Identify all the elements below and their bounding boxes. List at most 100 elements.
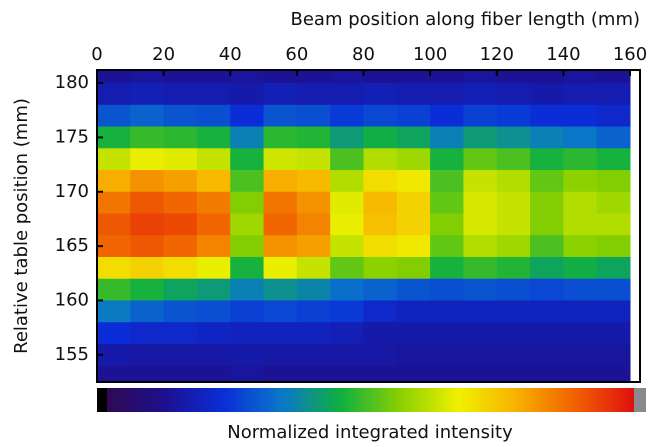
heatmap-cell	[196, 126, 231, 149]
x-tick-label: 100	[413, 44, 447, 65]
heatmap-cell	[196, 278, 231, 301]
heatmap-cell	[163, 365, 198, 382]
heatmap-cell	[163, 322, 198, 345]
heatmap-cell	[496, 235, 531, 258]
x-tick-label: 60	[285, 44, 308, 65]
heatmap-cell	[530, 278, 564, 301]
heatmap-cell	[363, 235, 398, 258]
heatmap-cell	[496, 70, 531, 84]
heatmap-cell	[530, 104, 564, 128]
heatmap-cell	[563, 213, 598, 236]
heatmap-cell	[530, 83, 564, 106]
x-tick-label: 0	[91, 44, 102, 65]
heatmap-cell	[263, 148, 298, 171]
heatmap-cell	[563, 126, 598, 149]
heatmap-cell	[330, 170, 365, 193]
heatmap-cell	[563, 191, 598, 214]
heatmap-cell	[263, 235, 298, 258]
heatmap-cell	[196, 213, 231, 236]
colorbar-low-cap	[97, 388, 107, 412]
heatmap-cell	[430, 104, 464, 128]
heatmap-cell	[596, 83, 631, 106]
colorbar	[107, 388, 634, 412]
heatmap-cell	[596, 300, 631, 323]
heatmap-cell	[230, 148, 265, 171]
heatmap-cell	[563, 300, 598, 323]
heatmap-cell	[296, 278, 331, 301]
heatmap-cell	[330, 104, 365, 128]
heatmap-cell	[396, 170, 431, 193]
x-tick-label: 80	[352, 44, 375, 65]
heatmap-cell	[530, 343, 564, 367]
heatmap-cell	[97, 322, 131, 345]
heatmap-cell	[296, 83, 331, 106]
heatmap-cell	[97, 191, 131, 214]
heatmap-cell	[330, 148, 365, 171]
heatmap-cell	[97, 235, 131, 258]
x-tick-label: 40	[219, 44, 242, 65]
colorbar-high-cap	[634, 388, 646, 412]
y-tick-label: 170	[55, 181, 89, 202]
heatmap-cell	[230, 300, 265, 323]
heatmap-cell	[496, 256, 531, 280]
heatmap-cell	[196, 365, 231, 382]
heatmap-cell	[263, 83, 298, 106]
heatmap-cell	[363, 170, 398, 193]
heatmap-cell	[396, 235, 431, 258]
heatmap-cell	[196, 104, 231, 128]
heatmap-cell	[230, 235, 265, 258]
heatmap-cell	[263, 191, 298, 214]
heatmap-cell	[530, 300, 564, 323]
heatmap-cell	[130, 365, 165, 382]
heatmap-cell	[230, 213, 265, 236]
heatmap-cell	[496, 213, 531, 236]
heatmap-cell	[430, 191, 464, 214]
heatmap-cell	[130, 213, 165, 236]
heatmap-cell	[396, 278, 431, 301]
heatmap-cell	[396, 126, 431, 149]
heatmap-cell	[196, 322, 231, 345]
heatmap-cell	[363, 365, 398, 382]
heatmap-cell	[130, 83, 165, 106]
heatmap-cell	[530, 191, 564, 214]
heatmap-cell	[363, 213, 398, 236]
heatmap-cell	[263, 343, 298, 367]
heatmap-cell	[97, 148, 131, 171]
heatmap-cell	[596, 278, 631, 301]
heatmap-cell	[130, 256, 165, 280]
heatmap-cell	[396, 83, 431, 106]
heatmap-cell	[296, 104, 331, 128]
heatmap-cell	[263, 322, 298, 345]
heatmap-cell	[230, 104, 265, 128]
heatmap-cell	[296, 300, 331, 323]
heatmap-cell	[163, 170, 198, 193]
heatmap-cell	[463, 191, 498, 214]
heatmap-cell	[296, 322, 331, 345]
heatmap-cell	[596, 104, 631, 128]
heatmap-cell	[130, 104, 165, 128]
heatmap-cell	[463, 343, 498, 367]
y-tick-label: 165	[55, 235, 89, 256]
heatmap-cell	[130, 148, 165, 171]
heatmap-cell	[296, 213, 331, 236]
heatmap-cell	[496, 126, 531, 149]
heatmap-cell	[330, 278, 365, 301]
heatmap-cell	[530, 213, 564, 236]
heatmap-cell	[363, 278, 398, 301]
heatmap-cell	[496, 83, 531, 106]
heatmap-cell	[463, 148, 498, 171]
heatmap-cell	[563, 278, 598, 301]
heatmap-cell	[363, 343, 398, 367]
heatmap-cell	[196, 148, 231, 171]
heatmap-cell	[563, 148, 598, 171]
heatmap-cell	[196, 191, 231, 214]
heatmap-cell	[396, 191, 431, 214]
heatmap-cell	[330, 322, 365, 345]
y-tick-label: 175	[55, 126, 89, 147]
heatmap-cell	[163, 213, 198, 236]
heatmap-cell	[263, 278, 298, 301]
heatmap-cell	[596, 70, 631, 84]
heatmap-cell	[97, 104, 131, 128]
heatmap-cell	[296, 170, 331, 193]
